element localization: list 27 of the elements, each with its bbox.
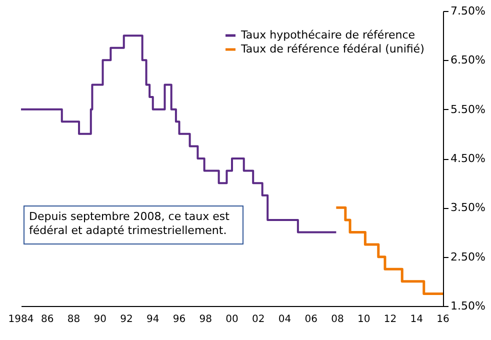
x-tick-label: 08	[331, 314, 344, 325]
legend-label: Taux de référence fédéral (unifié)	[240, 42, 424, 56]
annotation: Depuis septembre 2008, ce taux est fédéral et adapté trimestriellement.	[29, 210, 230, 237]
x-tick-label: 88	[67, 314, 80, 325]
x-tick-label: 92	[120, 314, 133, 325]
x-tick-label: 12	[384, 314, 397, 325]
y-tick-label: 6.50%	[450, 54, 486, 67]
y-tick-label: 4.50%	[450, 152, 486, 165]
x-tick-label: 90	[94, 314, 106, 325]
y-tick-label: 3.50%	[450, 201, 486, 214]
y-tick-label: 5.50%	[450, 102, 486, 116]
legend-label: Taux hypothécaire de référence	[240, 28, 416, 42]
y-tick-label: 7.50%	[450, 4, 486, 18]
y-tick-label: 1.50%	[450, 300, 486, 312]
x-tick-label: 10	[358, 314, 370, 325]
x-tick-label: 94	[146, 314, 160, 325]
x-tick-label: 04	[278, 314, 292, 325]
x-tick-label: 14	[410, 314, 423, 325]
x-tick-label: 96	[172, 314, 186, 325]
x-tick-label: 1984	[8, 314, 34, 325]
x-tick-label: 00	[226, 314, 238, 325]
y-tick-label: 2.50%	[450, 250, 486, 264]
x-tick-label: 86	[41, 314, 54, 325]
x-tick-label: 16	[436, 314, 450, 325]
x-tick-label: 06	[304, 314, 318, 325]
x-tick-label: 02	[252, 314, 265, 325]
x-tick-label: 98	[199, 314, 212, 325]
